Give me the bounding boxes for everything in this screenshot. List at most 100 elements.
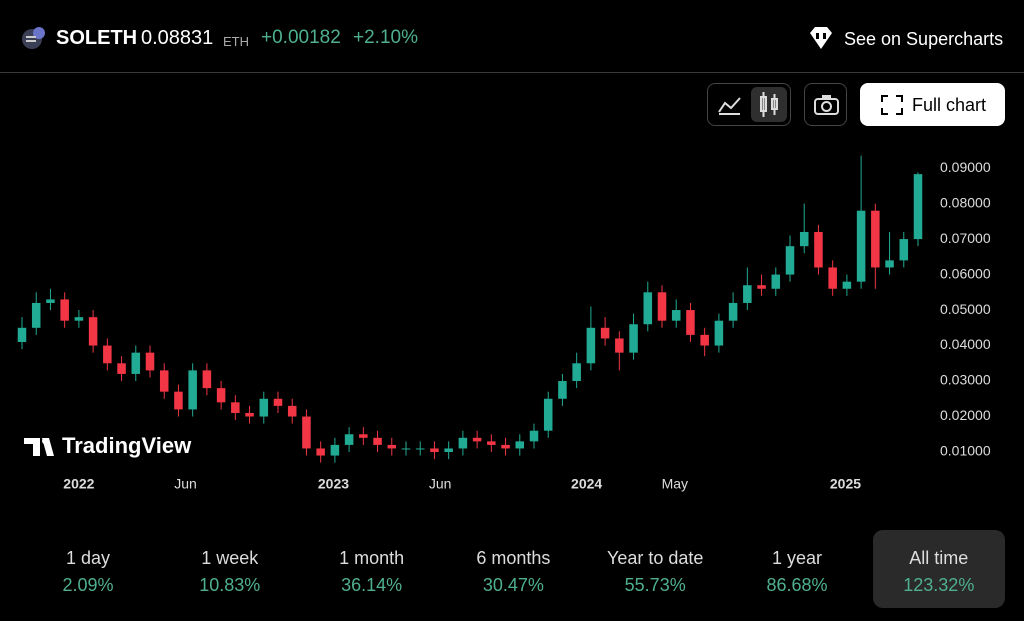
candle-body — [430, 448, 439, 453]
candle-body — [188, 370, 197, 410]
candle-body — [444, 448, 453, 453]
candle-body — [785, 246, 795, 275]
period-value: 10.83% — [199, 575, 261, 595]
symbol-icon — [22, 27, 45, 49]
candle-body — [46, 299, 55, 303]
chart: TradingView 0.01000 0.02000 0.03000 0.04000… — [17, 155, 991, 492]
period-label: All time — [909, 548, 969, 568]
y-tick-label: 0.01000 — [940, 443, 991, 459]
period-tab[interactable]: 1 year 86.68% — [731, 530, 863, 608]
period-label: 1 day — [65, 548, 111, 568]
period-label: 1 week — [201, 548, 259, 568]
change-percent: +2.10% — [353, 27, 418, 48]
y-tick-label: 0.04000 — [940, 336, 991, 352]
supercharts-link[interactable]: See on Supercharts — [844, 29, 1004, 49]
period-tab[interactable]: 6 months 30.47% — [447, 530, 579, 608]
candle-body — [600, 327, 610, 339]
candle-body — [543, 398, 553, 431]
x-tick-label: 2024 — [571, 476, 602, 492]
period-tab[interactable]: 1 week 10.83% — [164, 530, 296, 608]
candle-body — [842, 281, 852, 289]
y-tick-label: 0.08000 — [940, 194, 991, 210]
full-chart-button[interactable]: Full chart — [860, 83, 1005, 126]
period-tab[interactable]: 1 month 36.14% — [306, 530, 438, 608]
expand-icon — [881, 95, 903, 115]
period-label: 1 year — [771, 548, 823, 568]
candle-body — [700, 334, 709, 346]
change: +0.00182 — [261, 27, 341, 48]
candle-body — [515, 441, 525, 449]
candle-body — [387, 444, 397, 449]
period-tab[interactable]: Year to date 55.73% — [589, 530, 721, 608]
candle-body — [60, 299, 69, 321]
candle-body — [885, 260, 894, 268]
candle-body — [558, 381, 567, 399]
x-tick-label: Jun — [174, 476, 197, 492]
candle-body — [415, 448, 425, 450]
period-value: 123.32% — [903, 575, 975, 595]
candle-body — [359, 434, 368, 438]
candle-body — [316, 448, 325, 456]
candle-body — [159, 370, 169, 392]
watermark: TradingView — [24, 433, 192, 458]
x-tick-label: 2023 — [318, 476, 349, 492]
camera-icon — [814, 95, 839, 115]
supercharts-icon — [810, 27, 832, 49]
candle-body — [572, 363, 581, 382]
candle-body — [17, 327, 27, 342]
candle-body — [287, 405, 297, 417]
candle-body — [757, 285, 766, 289]
candle-body — [586, 327, 596, 364]
period-value: 2.09% — [62, 575, 114, 595]
candle-body — [31, 302, 41, 328]
candle-body — [828, 267, 837, 289]
symbol: SOLETH — [56, 27, 138, 49]
candle-style-button[interactable] — [751, 87, 787, 122]
period-label: 6 months — [476, 548, 551, 568]
candle-body — [103, 345, 112, 364]
candle-body — [615, 338, 624, 353]
snapshot-button[interactable] — [804, 83, 847, 126]
candle-body — [117, 363, 126, 374]
currency: ETH — [223, 34, 249, 49]
period-label: Year to date — [606, 548, 704, 568]
x-tick-label: 2022 — [63, 476, 94, 492]
y-tick-label: 0.07000 — [940, 230, 991, 246]
price: 0.08831 — [141, 27, 214, 49]
header: SOLETH 0.08831 ETH +0.00182 +2.10% See o… — [0, 0, 1024, 73]
candle-body — [899, 239, 909, 261]
candle-body — [771, 274, 781, 289]
candle-body — [487, 441, 496, 445]
candle-body — [74, 317, 84, 321]
candle-body — [814, 231, 823, 268]
candle-body — [686, 310, 695, 335]
candle-body — [529, 430, 539, 442]
candle-body — [330, 444, 340, 456]
line-style-button[interactable] — [718, 94, 742, 116]
x-tick-label: Jun — [429, 476, 452, 492]
x-tick-label: May — [662, 476, 688, 492]
candle-body — [743, 285, 752, 303]
chart-style-group — [707, 83, 791, 126]
candle-body — [714, 320, 724, 346]
candle-body — [273, 398, 283, 406]
period-tab[interactable]: 1 day 2.09% — [22, 530, 154, 608]
candle-body — [871, 210, 880, 268]
candle-body — [728, 302, 738, 321]
candle-body — [458, 437, 468, 449]
period-value: 30.47% — [482, 575, 544, 595]
candle-body — [657, 292, 667, 321]
candle-body — [145, 352, 155, 371]
candle-body — [302, 416, 311, 449]
candle-body — [202, 370, 212, 389]
period-label: 1 month — [339, 548, 405, 568]
watermark-text: TradingView — [62, 433, 192, 458]
y-tick-label: 0.06000 — [940, 265, 991, 281]
period-value: 55.73% — [624, 575, 686, 595]
y-tick-label: 0.05000 — [940, 301, 991, 317]
candle-body — [856, 210, 866, 282]
period-tab[interactable]: All time 123.32% — [872, 530, 1005, 608]
x-tick-label: 2025 — [830, 476, 861, 492]
candle-body — [671, 310, 681, 321]
